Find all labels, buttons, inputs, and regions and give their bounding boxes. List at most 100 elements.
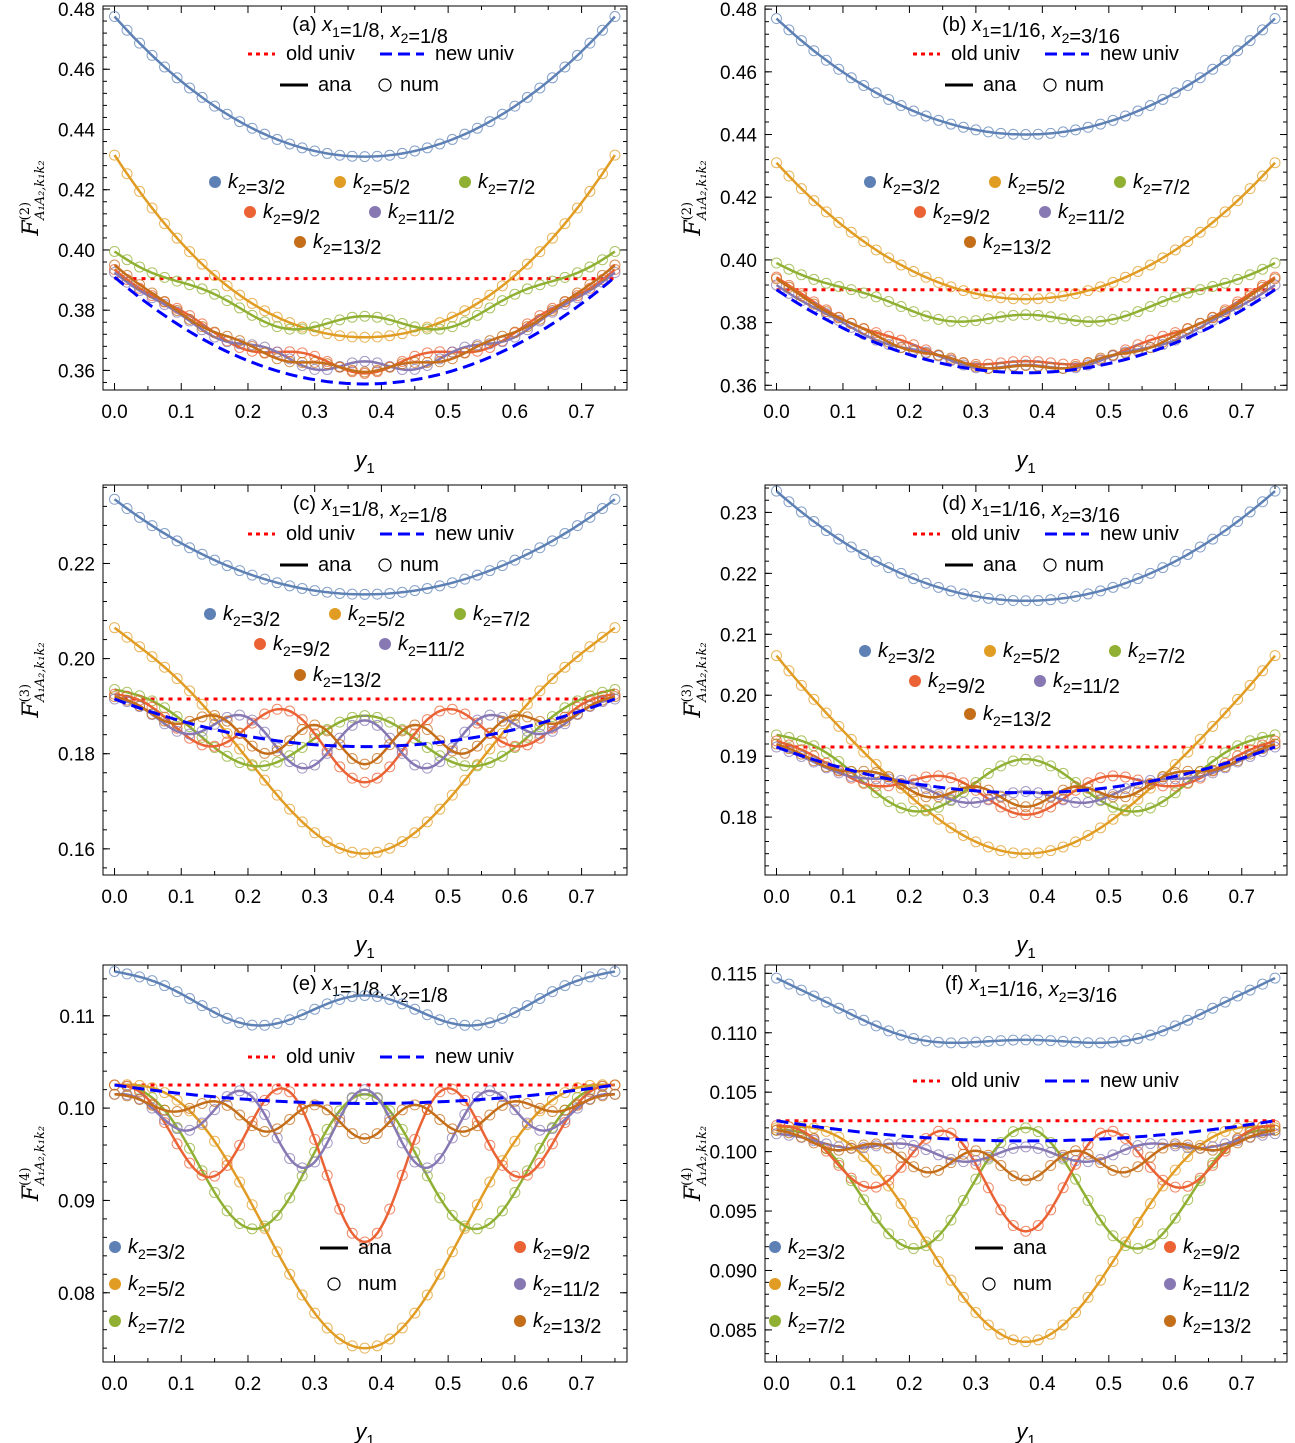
legend-k11-swatch (369, 206, 381, 218)
num-point-k13 (1095, 352, 1107, 364)
num-point-k3 (1132, 573, 1144, 585)
num-point-k3 (196, 548, 208, 560)
num-point-k5 (1182, 1151, 1194, 1163)
num-point-k3 (783, 978, 795, 990)
num-point-k5 (1219, 707, 1231, 719)
num-point-k7 (1194, 284, 1206, 296)
num-point-k3 (1132, 1032, 1144, 1044)
legend-k11-label: k2=11/2 (398, 633, 465, 661)
num-point-k7 (434, 1192, 446, 1204)
num-point-k13 (371, 364, 383, 376)
num-point-k9 (833, 1159, 845, 1171)
num-point-k9 (334, 1203, 346, 1215)
num-point-k5 (870, 244, 882, 256)
num-point-k3 (309, 585, 321, 597)
num-point-k5 (870, 1164, 882, 1176)
num-point-k13 (359, 366, 371, 378)
num-point-k11 (1269, 1128, 1281, 1140)
num-point-k7 (209, 1186, 221, 1198)
num-point-k7 (459, 1220, 471, 1232)
num-point-k7 (509, 288, 521, 300)
x-tick-label: 0.5 (435, 887, 461, 908)
num-point-k11 (1032, 1142, 1044, 1154)
num-point-k13 (284, 356, 296, 368)
panel-f: 0.0 0.1 0.2 0.3 0.4 0.5 0.6 0.7 0.085 0.090 0.095 0… (680, 964, 1288, 1443)
num-point-k3 (1070, 1036, 1082, 1048)
legend-k5-label: k2=5/2 (128, 1273, 185, 1301)
num-point-k5 (1257, 170, 1269, 182)
num-point-k3 (957, 588, 969, 600)
num-point-k13 (459, 747, 471, 759)
num-point-k9 (883, 780, 895, 792)
num-point-k9 (271, 1083, 283, 1095)
num-point-k7 (246, 760, 258, 772)
curve-k5 (775, 654, 1276, 855)
num-point-k13 (820, 761, 832, 773)
num-point-k5 (246, 297, 258, 309)
num-point-k5 (1269, 157, 1281, 169)
num-point-k5 (509, 269, 521, 281)
num-point-k3 (845, 541, 857, 553)
num-point-k5 (957, 285, 969, 297)
num-point-k13 (434, 356, 446, 368)
num-point-k11 (484, 709, 496, 721)
num-point-k5 (1269, 1122, 1281, 1134)
curve-k7 (114, 688, 616, 768)
num-point-k3 (1057, 592, 1069, 604)
x-tick-label: 0.5 (435, 1374, 461, 1395)
num-point-k5 (1232, 693, 1244, 705)
num-point-k3 (384, 587, 396, 599)
num-point-k9 (309, 1133, 321, 1145)
num-point-k7 (1007, 755, 1019, 767)
num-point-k9 (870, 780, 882, 792)
num-point-k13 (845, 317, 857, 329)
num-point-k3 (1095, 1037, 1107, 1049)
num-point-k3 (134, 971, 146, 983)
num-point-k3 (1045, 127, 1057, 139)
num-point-k13 (1144, 778, 1156, 790)
num-point-k13 (421, 356, 433, 368)
num-point-k3 (1157, 562, 1169, 574)
num-point-k7 (496, 750, 508, 762)
num-point-k3 (845, 72, 857, 84)
num-point-k3 (1020, 129, 1032, 141)
num-point-k5 (109, 149, 121, 161)
num-point-k13 (783, 1127, 795, 1139)
num-point-k3 (459, 573, 471, 585)
num-point-k3 (1082, 1037, 1094, 1049)
x-tick-label: 0.1 (168, 402, 194, 423)
num-point-k5 (1169, 1164, 1181, 1176)
num-point-k11 (484, 1085, 496, 1097)
num-point-k7 (945, 315, 957, 327)
num-point-k13 (521, 1097, 533, 1109)
x-tick-label: 0.0 (101, 402, 127, 423)
num-point-k13 (384, 361, 396, 373)
num-point-k5 (1107, 276, 1119, 288)
num-point-k5 (833, 720, 845, 732)
num-point-k3 (870, 555, 882, 567)
num-point-k5 (1095, 281, 1107, 293)
y-tick-label: 0.40 (720, 251, 757, 272)
num-point-k3 (783, 24, 795, 36)
num-point-k5 (908, 793, 920, 805)
y-tick-label: 0.21 (720, 625, 757, 646)
curve-k5 (114, 1083, 615, 1350)
num-point-k3 (409, 1003, 421, 1015)
num-point-k5 (1182, 235, 1194, 247)
num-point-k11 (908, 1139, 920, 1151)
num-point-k13 (1182, 323, 1194, 335)
num-point-k3 (409, 145, 421, 157)
num-point-k7 (421, 323, 433, 335)
num-point-k11 (371, 719, 383, 731)
num-point-k3 (371, 150, 383, 162)
num-point-k13 (1169, 1138, 1181, 1150)
num-point-k3 (496, 108, 508, 120)
num-point-k7 (883, 796, 895, 808)
legend-k3-label: k2=3/2 (228, 171, 285, 199)
num-point-k3 (1157, 93, 1169, 105)
num-point-k3 (284, 580, 296, 592)
num-point-k7 (982, 767, 994, 779)
num-point-k3 (957, 121, 969, 133)
num-point-k9 (196, 739, 208, 751)
num-point-k3 (509, 100, 521, 112)
